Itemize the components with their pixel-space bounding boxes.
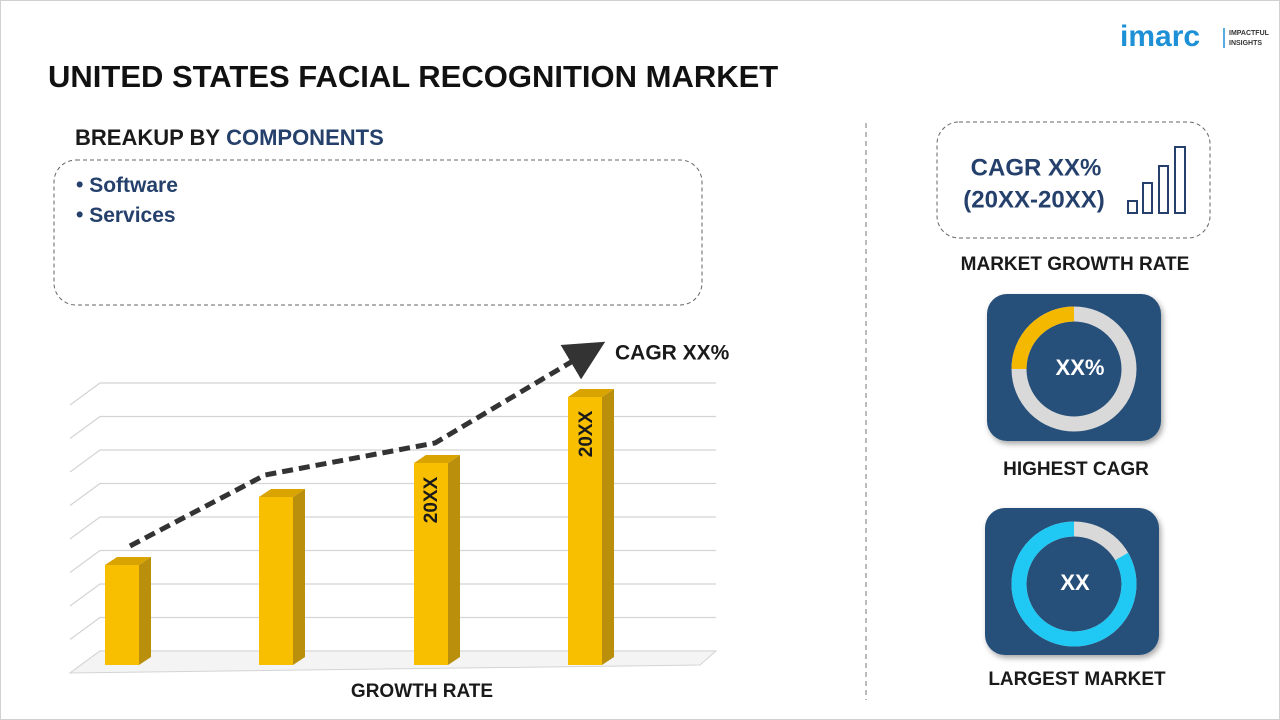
logo: imarc IMPACTFUL INSIGHTS (1120, 20, 1270, 53)
bar-label: 20XX (576, 410, 597, 457)
bar-top (414, 455, 460, 463)
chart-annotation: CAGR XX% (615, 342, 730, 365)
bar-front (259, 497, 293, 665)
grid-line (69, 449, 716, 473)
cagr-card (936, 121, 1211, 239)
logo-tagline: IMPACTFUL (1229, 30, 1270, 37)
bar-side (602, 389, 614, 665)
breakup-item-text: Services (89, 204, 175, 227)
card-caption: LARGEST MARKET (988, 669, 1166, 690)
bar-side (448, 455, 460, 665)
grid-line (69, 482, 716, 506)
bar-front (568, 397, 602, 665)
growth-icon (1127, 146, 1186, 214)
bar-label: 20XX (421, 476, 442, 523)
donut-arc (1011, 521, 1137, 647)
breakup-highlight: COMPONENTS (226, 125, 384, 150)
grid-line (69, 549, 716, 573)
donut-value: XX% (1056, 355, 1105, 380)
card-caption: HIGHEST CAGR (1003, 459, 1149, 480)
bar-side (293, 489, 305, 665)
chart-floor (68, 650, 718, 674)
bar-side (139, 557, 151, 665)
grid-line (69, 583, 716, 607)
breakup-box (53, 159, 703, 306)
breakup-item-text: Software (89, 174, 178, 197)
donut-arc (1011, 306, 1075, 370)
breakup-item: • Software (76, 174, 178, 197)
donut-value: XX (1060, 570, 1090, 595)
cagr-line: CAGR XX% (971, 154, 1102, 181)
grid-line (69, 516, 716, 540)
grid-line (69, 616, 716, 640)
cagr-line: (20XX-20XX) (963, 186, 1104, 213)
breakup-item: • Services (76, 204, 176, 227)
axis-label: GROWTH RATE (351, 681, 493, 702)
breakup-prefix: BREAKUP BY (75, 125, 220, 150)
logo-tagline: INSIGHTS (1229, 40, 1262, 47)
logo-name: imarc (1120, 20, 1200, 53)
trend-arrow (128, 341, 606, 549)
bar-front (414, 463, 448, 665)
bar-top (568, 389, 614, 397)
chart-grid (68, 382, 718, 674)
grid-line (69, 415, 716, 439)
bar-front (105, 565, 139, 665)
title: UNITED STATES FACIAL RECOGNITION MARKET (48, 59, 778, 94)
grid-line (69, 382, 716, 406)
bar-top (105, 557, 151, 565)
bar-top (259, 489, 305, 497)
breakup-heading: BREAKUP BY COMPONENTS (75, 125, 384, 150)
chart-bars (105, 389, 614, 665)
card-caption: MARKET GROWTH RATE (961, 254, 1190, 275)
